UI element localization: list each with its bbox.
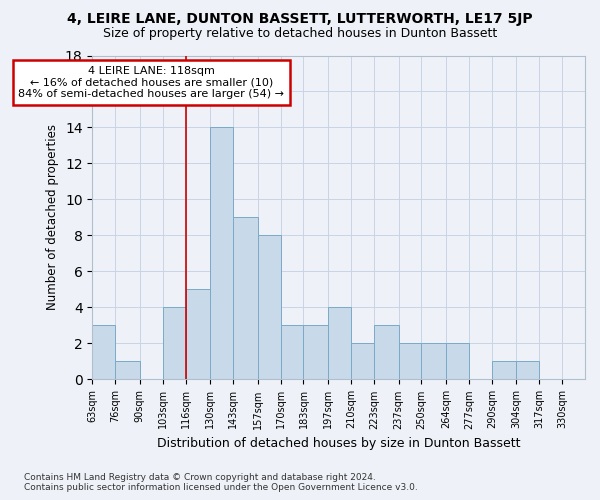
Y-axis label: Number of detached properties: Number of detached properties (46, 124, 59, 310)
Text: Size of property relative to detached houses in Dunton Bassett: Size of property relative to detached ho… (103, 28, 497, 40)
Text: Contains HM Land Registry data © Crown copyright and database right 2024.
Contai: Contains HM Land Registry data © Crown c… (24, 473, 418, 492)
Bar (92, 326, 115, 380)
X-axis label: Distribution of detached houses by size in Dunton Bassett: Distribution of detached houses by size … (157, 437, 520, 450)
Bar (258, 236, 281, 380)
Bar (374, 326, 398, 380)
Bar (398, 344, 421, 380)
Bar (517, 362, 539, 380)
Bar (281, 326, 304, 380)
Bar (446, 344, 469, 380)
Bar (233, 218, 258, 380)
Bar (351, 344, 374, 380)
Bar (185, 290, 210, 380)
Bar (304, 326, 328, 380)
Bar (421, 344, 446, 380)
Text: 4, LEIRE LANE, DUNTON BASSETT, LUTTERWORTH, LE17 5JP: 4, LEIRE LANE, DUNTON BASSETT, LUTTERWOR… (67, 12, 533, 26)
Bar (163, 308, 185, 380)
Bar (328, 308, 351, 380)
Bar (210, 128, 233, 380)
Text: 4 LEIRE LANE: 118sqm
← 16% of detached houses are smaller (10)
84% of semi-detac: 4 LEIRE LANE: 118sqm ← 16% of detached h… (19, 66, 284, 99)
Bar (492, 362, 517, 380)
Bar (115, 362, 140, 380)
